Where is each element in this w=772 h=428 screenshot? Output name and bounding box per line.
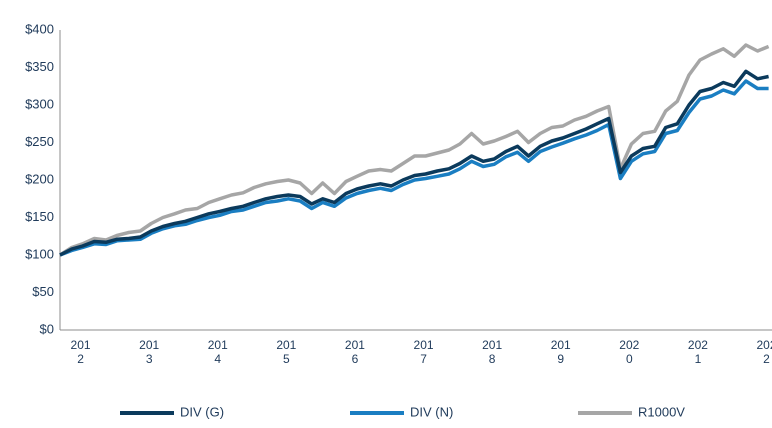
- x-tick-label: 2015: [276, 338, 297, 366]
- y-tick-label: $200: [25, 171, 54, 186]
- x-tick-label: 2020: [619, 338, 640, 366]
- x-tick-label-box: 2017: [413, 338, 434, 366]
- x-tick-label: 2013: [139, 338, 160, 366]
- y-tick-label: $300: [25, 96, 54, 111]
- x-tick-label-box: 2016: [344, 338, 365, 366]
- x-tick-label: 2016: [344, 338, 365, 366]
- y-tick-label: $350: [25, 59, 54, 74]
- y-tick-label: $50: [32, 284, 54, 299]
- y-tick-label: $100: [25, 246, 54, 261]
- legend-label: DIV (N): [410, 404, 453, 419]
- x-tick-label-box: 2015: [276, 338, 297, 366]
- series-line: [59, 43, 770, 257]
- x-tick-label-box: 2019: [550, 338, 571, 366]
- series-line: [59, 79, 769, 257]
- x-tick-label-box: 2020: [619, 338, 640, 366]
- legend-label: DIV (G): [180, 404, 224, 419]
- x-tick-label: 2019: [550, 338, 571, 366]
- x-tick-label-box: 2021: [687, 338, 708, 366]
- x-tick-label: 2021: [687, 338, 708, 366]
- y-tick-label: $400: [25, 21, 54, 36]
- x-tick-label: 2022: [756, 338, 772, 366]
- legend-label: R1000V: [638, 404, 685, 419]
- x-tick-label-box: 2018: [482, 338, 503, 366]
- y-tick-label: $0: [40, 321, 54, 336]
- x-tick-label: 2012: [70, 338, 91, 366]
- x-tick-label-box: 2013: [139, 338, 160, 366]
- x-tick-label: 2014: [207, 338, 228, 366]
- x-tick-label: 2017: [413, 338, 434, 366]
- y-tick-label: $150: [25, 209, 54, 224]
- x-tick-label: 2018: [482, 338, 503, 366]
- series-line: [59, 69, 769, 257]
- x-tick-label-box: 2012: [70, 338, 91, 366]
- y-tick-label: $250: [25, 134, 54, 149]
- x-tick-label-box: 2014: [207, 338, 228, 366]
- x-tick-label-box: 2022: [756, 338, 772, 366]
